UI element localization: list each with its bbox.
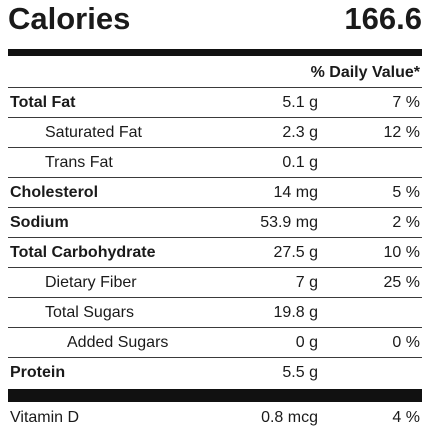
nutrient-row-saturated-fat: Saturated Fat 2.3 g 12 % bbox=[8, 118, 422, 148]
nutrient-daily-value: 5 % bbox=[392, 184, 420, 201]
nutrient-daily-value: 10 % bbox=[383, 244, 420, 261]
nutrient-row-trans-fat: Trans Fat 0.1 g bbox=[8, 148, 422, 178]
nutrient-amount: 27.5 g bbox=[273, 244, 318, 261]
nutrient-name: Dietary Fiber bbox=[45, 274, 137, 291]
calories-header: Calories 166.6 bbox=[8, 0, 422, 42]
nutrient-row-total-sugars: Total Sugars 19.8 g bbox=[8, 298, 422, 328]
nutrient-amount: 0.1 g bbox=[282, 154, 318, 171]
nutrient-row-total-fat: Total Fat 5.1 g 7 % bbox=[8, 88, 422, 118]
nutrient-daily-value: 25 % bbox=[383, 274, 420, 291]
nutrition-facts-panel: Calories 166.6 % Daily Value* Total Fat … bbox=[8, 0, 422, 426]
daily-value-header: % Daily Value* bbox=[310, 64, 420, 81]
nutrient-row-total-carbohydrate: Total Carbohydrate 27.5 g 10 % bbox=[8, 238, 422, 268]
nutrient-name: Total Sugars bbox=[45, 304, 134, 321]
nutrient-row-sodium: Sodium 53.9 mg 2 % bbox=[8, 208, 422, 238]
vitamin-daily-value: 4 % bbox=[392, 409, 420, 426]
nutrient-name: Saturated Fat bbox=[45, 124, 142, 141]
nutrient-amount: 5.1 g bbox=[282, 94, 318, 111]
nutrient-name: Protein bbox=[10, 364, 66, 381]
nutrient-row-protein: Protein 5.5 g bbox=[8, 358, 422, 388]
nutrient-daily-value: 0 % bbox=[392, 334, 420, 351]
nutrient-name: Trans Fat bbox=[45, 154, 113, 171]
vitamin-row-vitamin-d: Vitamin D 0.8 mcg 4 % bbox=[8, 403, 422, 433]
nutrient-amount: 14 mg bbox=[273, 184, 318, 201]
vitamin-name: Vitamin D bbox=[10, 409, 80, 426]
calories-label: Calories bbox=[8, 1, 131, 36]
daily-value-header-row: % Daily Value* bbox=[8, 58, 422, 88]
nutrient-amount: 2.3 g bbox=[282, 124, 318, 141]
nutrient-name: Added Sugars bbox=[67, 334, 169, 351]
nutrient-name: Total Carbohydrate bbox=[10, 244, 156, 261]
thick-divider-top bbox=[8, 49, 422, 56]
nutrient-name: Sodium bbox=[10, 214, 69, 231]
nutrient-amount: 0 g bbox=[295, 334, 318, 351]
nutrient-daily-value: 12 % bbox=[383, 124, 420, 141]
nutrient-row-dietary-fiber: Dietary Fiber 7 g 25 % bbox=[8, 268, 422, 298]
nutrient-amount: 7 g bbox=[295, 274, 318, 291]
calories-value: 166.6 bbox=[344, 1, 422, 36]
nutrient-row-added-sugars: Added Sugars 0 g 0 % bbox=[8, 328, 422, 358]
nutrient-amount: 5.5 g bbox=[282, 364, 318, 381]
nutrient-daily-value: 2 % bbox=[392, 214, 420, 231]
nutrient-name: Cholesterol bbox=[10, 184, 99, 201]
nutrient-name: Total Fat bbox=[10, 94, 76, 111]
vitamin-amount: 0.8 mcg bbox=[261, 409, 318, 426]
nutrient-amount: 53.9 mg bbox=[260, 214, 318, 231]
nutrient-daily-value: 7 % bbox=[392, 94, 420, 111]
nutrient-amount: 19.8 g bbox=[273, 304, 318, 321]
thick-divider-bottom bbox=[8, 389, 422, 402]
nutrient-row-cholesterol: Cholesterol 14 mg 5 % bbox=[8, 178, 422, 208]
